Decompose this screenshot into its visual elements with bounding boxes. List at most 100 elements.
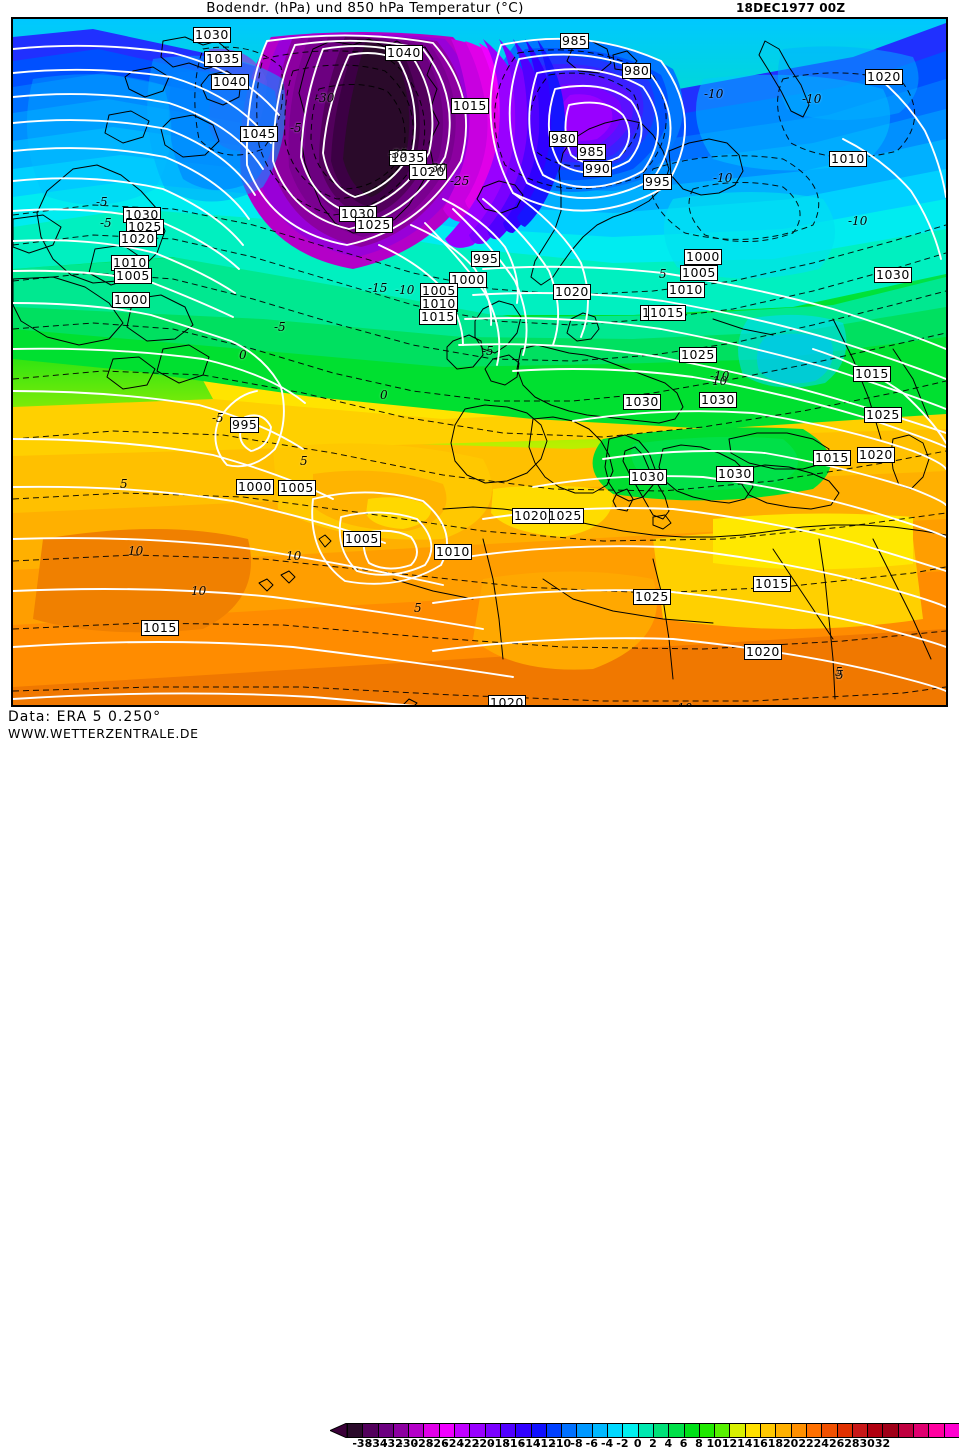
- pressure-contour-label: 1030: [193, 27, 231, 43]
- colorbar-swatch: [576, 1423, 591, 1438]
- colorbar-swatch: [561, 1423, 576, 1438]
- temperature-contour-label: -15: [368, 282, 387, 294]
- colorbar-swatch: [653, 1423, 668, 1438]
- colorbar-tick: 12: [722, 1438, 737, 1449]
- pressure-contour-label: 1015: [141, 620, 179, 636]
- colorbar-tick: 16: [752, 1438, 767, 1449]
- colorbar-swatch: [347, 1423, 362, 1438]
- pressure-contour-label: 1015: [813, 450, 851, 466]
- pressure-contour-label: 1010: [667, 282, 705, 298]
- colorbar-tick: 18: [768, 1438, 783, 1449]
- pressure-contour-label: 1030: [699, 392, 737, 408]
- colorbar-low-arrow: [330, 1423, 347, 1438]
- colorbar-swatch: [944, 1423, 959, 1438]
- pressure-contour-label: 1010: [829, 151, 867, 167]
- pressure-contour-label: 1025: [355, 217, 393, 233]
- colorbar-tick: -10: [551, 1438, 571, 1449]
- colorbar-swatch: [837, 1423, 852, 1438]
- temperature-contour-label: 10: [128, 545, 143, 557]
- colorbar-swatch: [408, 1423, 423, 1438]
- pressure-contour-label: 1000: [684, 249, 722, 265]
- pressure-contour-label: 1015: [853, 366, 891, 382]
- temperature-contour-label: -5: [482, 345, 494, 357]
- colorbar-swatch: [806, 1423, 821, 1438]
- colorbar-tick: 20: [783, 1438, 798, 1449]
- temperature-contour-label: 5: [414, 602, 422, 614]
- colorbar-swatch: [852, 1423, 867, 1438]
- temperature-contour-label: 5: [300, 455, 308, 467]
- pressure-contour-label: 1030: [716, 466, 754, 482]
- website-text: WWW.WETTERZENTRALE.DE: [8, 726, 199, 741]
- colorbar-swatch: [913, 1423, 928, 1438]
- pressure-contour-label: 995: [643, 174, 672, 190]
- pressure-contour-label: 985: [577, 144, 606, 160]
- pressure-contour-label: 1020: [857, 447, 895, 463]
- colorbar-swatch: [454, 1423, 469, 1438]
- temperature-contour-label: -30: [427, 162, 446, 174]
- colorbar-swatch: [668, 1423, 683, 1438]
- colorbar-swatch: [515, 1423, 530, 1438]
- colorbar-tick: 6: [680, 1438, 688, 1449]
- colorbar-swatch: [607, 1423, 622, 1438]
- pressure-contour-label: 995: [230, 417, 259, 433]
- temperature-contour-label: -5: [100, 217, 112, 229]
- temperature-contour-label: 0: [380, 389, 388, 401]
- pressure-contour-label: 1015: [648, 305, 686, 321]
- colorbar-swatch: [699, 1423, 714, 1438]
- colorbar-tick: 2: [649, 1438, 657, 1449]
- pressure-contour-label: 1035: [204, 51, 242, 67]
- colorbar-swatch: [469, 1423, 484, 1438]
- colorbar-swatch: [898, 1423, 913, 1438]
- weather-map-page: Bodendr. (hPa) und 850 hPa Temperatur (°…: [0, 0, 959, 741]
- colorbar-swatch: [745, 1423, 760, 1438]
- pressure-contour-label: 990: [583, 161, 612, 177]
- pressure-contour-label: 1040: [385, 45, 423, 61]
- colorbar-tick: 32: [875, 1438, 890, 1449]
- colorbar-swatch: [393, 1423, 408, 1438]
- colorbar-swatch: [378, 1423, 393, 1438]
- colorbar-tick: 0: [634, 1438, 642, 1449]
- colorbar-swatch: [714, 1423, 729, 1438]
- pressure-contour-label: 1020: [553, 284, 591, 300]
- colorbar-tick: -2: [616, 1438, 628, 1449]
- colorbar-tick: -6: [586, 1438, 598, 1449]
- pressure-contour-label: 1025: [679, 347, 717, 363]
- colorbar-tick: -4: [601, 1438, 613, 1449]
- temperature-contour-label: -10: [713, 172, 732, 184]
- colorbar-tick: 28: [844, 1438, 859, 1449]
- temperature-contour-label: -5: [96, 196, 108, 208]
- pressure-contour-label: 1020: [744, 644, 782, 660]
- temperature-contour-label: 5: [835, 666, 843, 678]
- pressure-contour-label: 1005: [278, 480, 316, 496]
- colorbar-tick: 30: [860, 1438, 875, 1449]
- pressure-contour-label: 1040: [211, 74, 249, 90]
- colorbar-swatch: [638, 1423, 653, 1438]
- data-source-text: Data: ERA 5 0.250°: [8, 709, 161, 725]
- colorbar-swatch: [867, 1423, 882, 1438]
- colorbar-tick: 22: [798, 1438, 813, 1449]
- title-bar: Bodendr. (hPa) und 850 hPa Temperatur (°…: [0, 0, 959, 18]
- pressure-contour-label: 1015: [451, 98, 489, 114]
- pressure-contour-label: 1020: [488, 695, 526, 705]
- pressure-contour-label: 1020: [512, 508, 550, 524]
- temperature-contour-label: 10: [677, 702, 692, 705]
- pressure-contour-label: 1015: [419, 309, 457, 325]
- footer-bar: Data: ERA 5 0.250° WWW.WETTERZENTRALE.DE…: [0, 707, 959, 741]
- colorbar: -38-34-32-30-28-26-24-22-20-18-16-14-12-…: [330, 1416, 955, 1448]
- pressure-contour-label: 1005: [343, 531, 381, 547]
- temperature-contour-label: 5: [659, 268, 667, 280]
- temperature-contour-label: -10: [848, 215, 867, 227]
- forecast-date: 18DEC1977 00Z: [736, 0, 845, 18]
- colorbar-swatch: [882, 1423, 897, 1438]
- pressure-contour-label: 985: [560, 33, 589, 49]
- temperature-contour-label: 10: [191, 585, 206, 597]
- colorbar-swatch: [485, 1423, 500, 1438]
- pressure-contour-label: 1025: [633, 589, 671, 605]
- colorbar-swatch: [592, 1423, 607, 1438]
- colorbar-swatch: [531, 1423, 546, 1438]
- temperature-contour-label: 10: [286, 550, 301, 562]
- colorbar-tick: 4: [664, 1438, 672, 1449]
- temperature-contour-label: -5: [274, 321, 286, 333]
